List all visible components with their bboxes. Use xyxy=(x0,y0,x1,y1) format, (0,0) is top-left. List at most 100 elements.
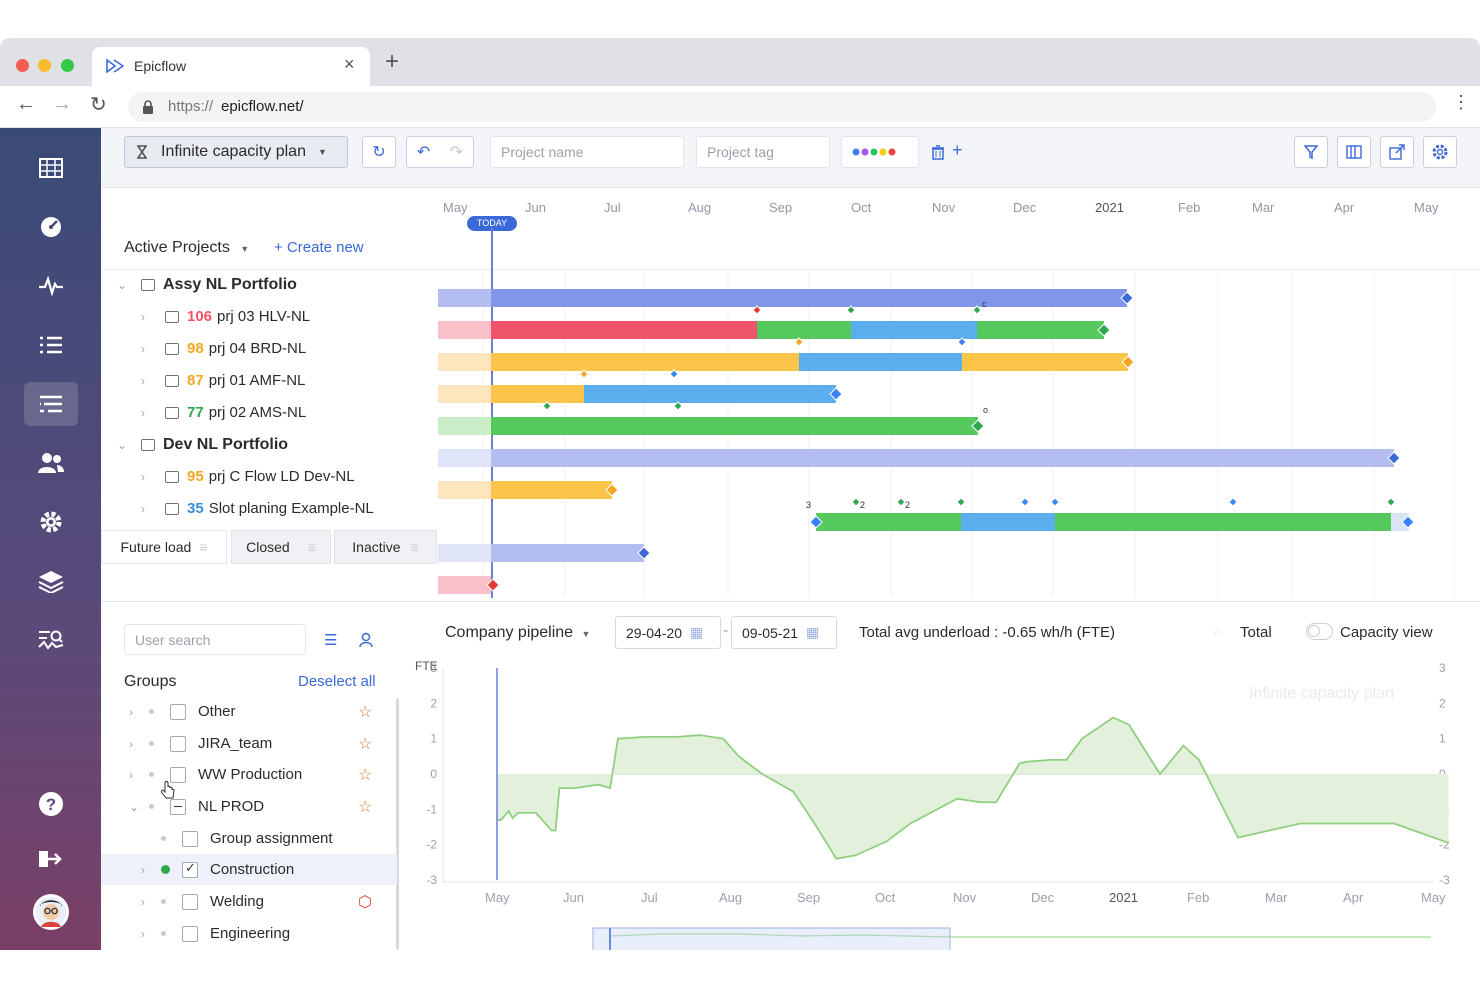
group-checkbox[interactable]: ✓ xyxy=(182,860,198,878)
portfolio-gantt-icon[interactable] xyxy=(24,382,78,426)
task-bar[interactable] xyxy=(799,353,962,371)
past-bar[interactable] xyxy=(438,544,491,562)
task-bar[interactable] xyxy=(674,385,836,403)
task-bar[interactable] xyxy=(816,513,856,531)
columns-button[interactable] xyxy=(1337,136,1371,168)
project-row[interactable]: › 95 prj C Flow LD Dev-NL xyxy=(141,468,355,485)
company-pipeline-dropdown[interactable]: Company pipeline ▼ xyxy=(445,624,590,642)
reload-icon[interactable]: ↻ xyxy=(90,94,107,116)
task-bar[interactable] xyxy=(1055,513,1391,531)
back-icon[interactable]: ← xyxy=(16,93,36,115)
redo-icon[interactable]: ↷ xyxy=(449,144,464,161)
task-bar[interactable] xyxy=(977,321,1104,339)
portfolio-bar[interactable] xyxy=(491,289,1127,307)
task-bar[interactable] xyxy=(1025,513,1055,531)
task-bar[interactable] xyxy=(757,321,851,339)
task-bar[interactable] xyxy=(584,385,674,403)
past-bar[interactable] xyxy=(438,353,491,371)
milestone-diamond[interactable] xyxy=(794,337,804,347)
chevron-right-icon[interactable]: › xyxy=(141,309,145,324)
milestone-diamond[interactable] xyxy=(846,305,856,315)
date-to-input[interactable]: 09-05-21 ▦ xyxy=(731,616,837,649)
capacity-view-toggle[interactable] xyxy=(1306,623,1333,640)
favorite-star-icon[interactable]: ☆ xyxy=(358,704,373,721)
chevron-right-icon[interactable]: › xyxy=(141,862,145,877)
project-row[interactable]: › 77 prj 02 AMS-NL xyxy=(141,404,306,421)
create-new-link[interactable]: + Create new xyxy=(274,239,364,256)
project-row[interactable]: › 35 Slot planing Example-NL xyxy=(141,500,374,517)
task-bar[interactable] xyxy=(547,417,678,435)
url-field[interactable]: https:// epicflow.net/ xyxy=(128,92,1436,122)
milestone-diamond[interactable] xyxy=(1228,497,1238,507)
logout-icon[interactable] xyxy=(24,837,78,881)
task-bar[interactable] xyxy=(1391,513,1409,531)
analytics-search-icon[interactable] xyxy=(24,618,78,662)
milestone-diamond[interactable] xyxy=(1050,497,1060,507)
group-checkbox[interactable] xyxy=(170,703,186,720)
portfolio-end-diamond[interactable] xyxy=(1120,291,1134,305)
plan-selector[interactable]: Infinite capacity plan ▼ xyxy=(124,136,348,168)
milestone-diamond[interactable] xyxy=(829,387,843,401)
total-toggle-label[interactable]: Total xyxy=(1240,624,1272,641)
table-icon[interactable] xyxy=(24,146,78,190)
task-bar[interactable] xyxy=(491,353,799,371)
close-window-dot[interactable] xyxy=(16,59,29,72)
chevron-right-icon[interactable]: › xyxy=(141,341,145,356)
project-row[interactable]: › 98 prj 04 BRD-NL xyxy=(141,340,306,357)
load-line[interactable] xyxy=(497,716,1449,860)
list-icon[interactable] xyxy=(24,323,78,367)
milestone-diamond[interactable] xyxy=(752,305,762,315)
user-search-input[interactable]: User search xyxy=(124,624,306,655)
chevron-right-icon[interactable]: › xyxy=(141,501,145,516)
group-row[interactable]: › WW Production xyxy=(129,766,302,783)
chevron-right-icon[interactable]: › xyxy=(129,704,133,719)
milestone-diamond[interactable] xyxy=(605,483,619,497)
milestone-diamond[interactable] xyxy=(972,305,982,315)
portfolio-bar[interactable] xyxy=(491,544,644,562)
chevron-right-icon[interactable]: › xyxy=(141,894,145,909)
navigator-selection[interactable] xyxy=(592,927,951,950)
project-tag-input[interactable]: Project tag xyxy=(696,136,830,168)
past-bar[interactable] xyxy=(438,576,491,594)
portfolio-end-diamond[interactable] xyxy=(1387,451,1401,465)
task-bar[interactable] xyxy=(491,417,547,435)
group-row[interactable]: ⌄ NL PROD xyxy=(129,798,264,815)
past-bar[interactable] xyxy=(438,385,491,403)
group-checkbox[interactable] xyxy=(170,766,186,783)
milestone-diamond[interactable] xyxy=(1020,497,1030,507)
undo-icon[interactable]: ↶ xyxy=(416,144,431,161)
color-filter[interactable] xyxy=(841,136,919,168)
task-bar[interactable] xyxy=(856,513,901,531)
task-bar[interactable] xyxy=(491,481,612,499)
chevron-right-icon[interactable]: › xyxy=(141,469,145,484)
favorite-star-icon[interactable]: ☆ xyxy=(358,736,373,753)
pulse-icon[interactable] xyxy=(24,264,78,308)
minimize-window-dot[interactable] xyxy=(38,59,51,72)
group-row[interactable]: › JIRA_team xyxy=(129,735,272,752)
chevron-right-icon[interactable]: › xyxy=(129,767,133,782)
settings-button[interactable] xyxy=(1423,136,1457,168)
group-checkbox[interactable] xyxy=(170,798,186,815)
group-row[interactable]: › Engineering xyxy=(141,925,290,942)
past-bar[interactable] xyxy=(438,417,491,435)
favorite-star-icon[interactable]: ☆ xyxy=(358,799,373,816)
user-icon[interactable] xyxy=(359,632,373,648)
forward-icon[interactable]: → xyxy=(52,93,72,115)
help-icon[interactable]: ? xyxy=(24,782,78,826)
tab-inactive[interactable]: Inactive ≡ xyxy=(334,530,437,564)
close-tab-icon[interactable]: × xyxy=(344,54,355,74)
task-bar[interactable] xyxy=(962,353,1128,371)
group-checkbox[interactable] xyxy=(182,925,198,942)
group-checkbox[interactable] xyxy=(182,830,198,847)
layers-icon[interactable] xyxy=(24,559,78,603)
portfolio-bar[interactable] xyxy=(491,449,1394,467)
chevron-down-icon[interactable]: ⌄ xyxy=(129,799,140,814)
browser-tab[interactable]: Epicflow × xyxy=(92,47,370,86)
group-row[interactable]: › Other xyxy=(129,703,236,720)
new-tab-icon[interactable]: + xyxy=(385,48,400,75)
milestone-diamond[interactable] xyxy=(851,497,861,507)
milestone-diamond[interactable] xyxy=(673,401,683,411)
task-bar[interactable] xyxy=(851,321,977,339)
task-bar[interactable] xyxy=(491,321,757,339)
user-avatar[interactable] xyxy=(24,890,78,934)
